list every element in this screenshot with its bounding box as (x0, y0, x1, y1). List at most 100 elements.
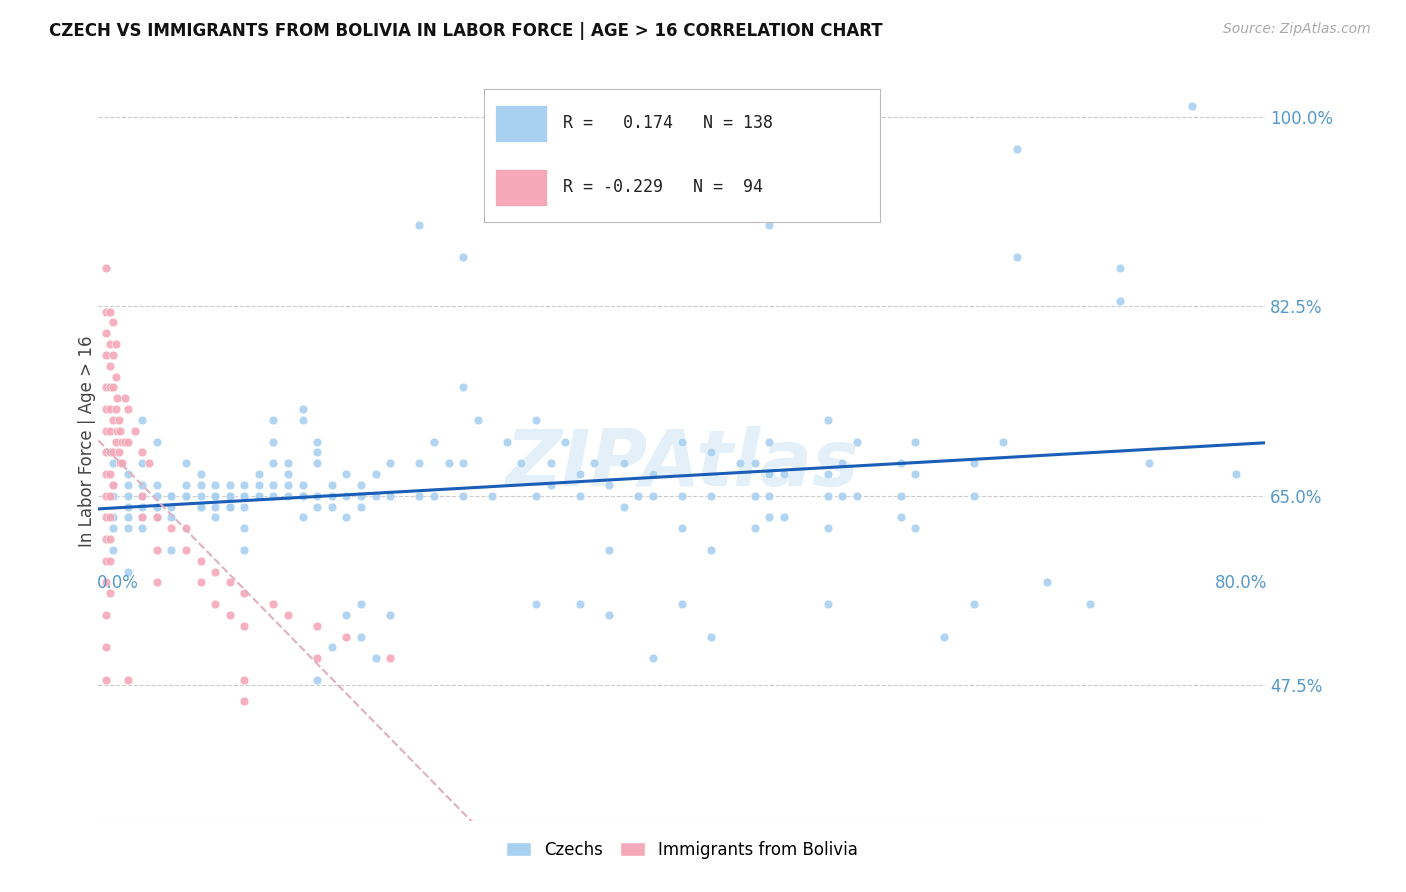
Point (350, 478, 373, 492)
Point (773, 510, 796, 524)
Point (510, 456, 533, 470)
Point (744, 456, 766, 470)
Point (233, 586, 256, 600)
Point (524, 597, 547, 611)
Text: 80.0%: 80.0% (1215, 574, 1267, 592)
Point (671, 521, 693, 535)
Point (94, 575, 117, 590)
Point (117, 510, 139, 524)
Point (233, 673, 256, 687)
Point (233, 521, 256, 535)
Point (108, 413, 131, 427)
Point (641, 651, 664, 665)
Point (94, 510, 117, 524)
Point (101, 510, 124, 524)
Point (117, 467, 139, 481)
Point (277, 478, 299, 492)
Point (247, 467, 270, 481)
Point (131, 521, 153, 535)
Point (364, 467, 387, 481)
Point (190, 489, 212, 503)
Point (146, 510, 169, 524)
Point (380, 456, 402, 470)
Text: CZECH VS IMMIGRANTS FROM BOLIVIA IN LABOR FORCE | AGE > 16 CORRELATION CHART: CZECH VS IMMIGRANTS FROM BOLIVIA IN LABO… (49, 22, 883, 40)
Point (94, 261, 117, 276)
Point (758, 510, 780, 524)
Point (94, 607, 117, 622)
Point (101, 445, 124, 459)
Point (612, 456, 634, 470)
Point (190, 575, 212, 590)
Point (98, 489, 121, 503)
Point (247, 489, 270, 503)
Point (101, 478, 124, 492)
Point (335, 467, 357, 481)
Point (101, 489, 124, 503)
Point (174, 542, 197, 557)
Point (758, 218, 780, 232)
Point (105, 424, 128, 438)
Point (138, 456, 160, 470)
Point (262, 478, 284, 492)
Point (335, 630, 357, 644)
Point (94, 532, 117, 546)
Point (744, 489, 766, 503)
Point (247, 489, 270, 503)
Point (307, 500, 329, 514)
Point (98, 424, 121, 438)
Point (204, 510, 226, 524)
Point (904, 521, 927, 535)
Point (233, 542, 256, 557)
Point (612, 500, 634, 514)
Point (98, 337, 121, 351)
Point (94, 424, 117, 438)
Point (380, 651, 402, 665)
Point (1181, 99, 1204, 113)
Point (233, 489, 256, 503)
Point (108, 445, 131, 459)
Point (117, 434, 139, 449)
Point (307, 445, 329, 459)
Point (467, 413, 489, 427)
Point (160, 510, 183, 524)
Point (233, 478, 256, 492)
Point (146, 542, 169, 557)
Point (817, 597, 839, 611)
Point (190, 554, 212, 568)
Point (101, 413, 124, 427)
Point (524, 489, 547, 503)
Point (247, 478, 270, 492)
Point (101, 456, 124, 470)
Point (110, 456, 132, 470)
Point (174, 478, 197, 492)
Point (94, 467, 117, 481)
Point (291, 478, 314, 492)
Point (335, 607, 357, 622)
Point (598, 542, 620, 557)
Point (350, 630, 373, 644)
Point (233, 618, 256, 632)
Point (496, 434, 519, 449)
Point (117, 673, 139, 687)
Point (98, 586, 121, 600)
Point (307, 651, 329, 665)
Point (451, 380, 474, 394)
Point (94, 402, 117, 417)
Point (94, 640, 117, 655)
Point (218, 478, 240, 492)
Point (481, 489, 503, 503)
Point (94, 554, 117, 568)
Point (335, 489, 357, 503)
Point (307, 489, 329, 503)
Point (700, 542, 723, 557)
Point (131, 445, 153, 459)
Point (204, 500, 226, 514)
Point (700, 630, 723, 644)
Point (904, 467, 927, 481)
Point (146, 434, 169, 449)
Point (758, 467, 780, 481)
Point (730, 456, 752, 470)
Point (451, 456, 474, 470)
Point (321, 478, 343, 492)
Point (380, 489, 402, 503)
